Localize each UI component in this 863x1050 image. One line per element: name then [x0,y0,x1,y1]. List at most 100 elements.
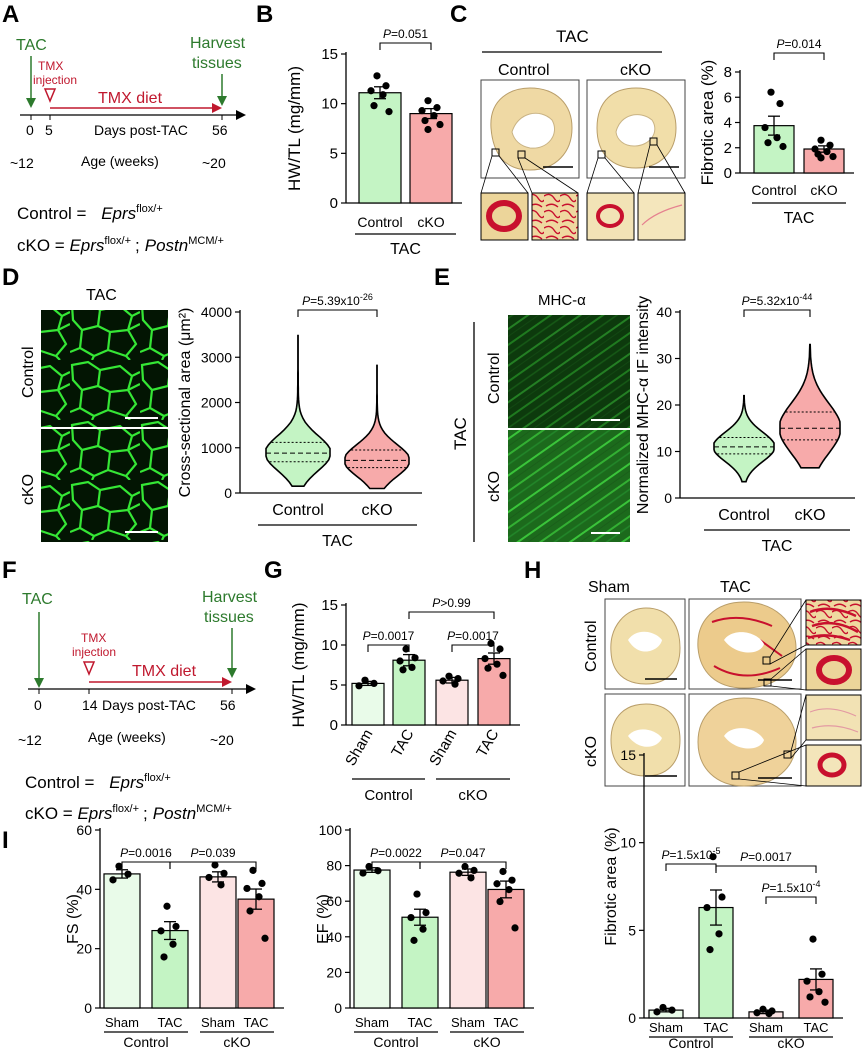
data-point [422,908,430,917]
x-tick-label: Sham [342,727,376,769]
a-tmx-marker [43,88,57,103]
p-value-label: P=5.32x10-44 [742,292,813,308]
f-cko-def: cKO = Eprsflox/+; PostnMCM/+ [25,803,232,823]
data-point [355,682,363,690]
a-tmx-inj-2: injection [33,73,77,87]
panel-c: C TAC Control cKO [450,1,686,241]
panel-a: A TAC TMX injection TMX diet Harvest tis… [2,1,246,255]
d-control-row-label: Control [20,346,37,398]
chart-i-fs: 0 20 40 60 FS (%) Sham TAC Sham TAC Control cKO P=0… [65,822,284,1050]
a-control-def: Control = Eprsflox/+ [17,203,163,223]
data-point [511,924,519,932]
h-zoom-1-fibers [807,607,859,642]
data-point [385,108,393,116]
f-days-label: Days post-TAC [102,697,196,713]
panel-g: G 0 5 10 15 HW/TL (mg/mm) Sham TAC Sham TAC Contr… [264,557,520,804]
data-point [461,862,469,871]
data-point [424,97,432,105]
significance-bracket [715,865,817,873]
y-tick-label: 20 [656,397,672,413]
violin [344,364,410,490]
data-point [217,881,225,889]
f-timeline-arrowhead [246,684,256,694]
c-zoom-4 [637,192,686,241]
y-tick-label: 8 [724,64,732,81]
h-zoom-3-fibers [809,708,859,733]
a-timeline-arrowhead [236,110,246,120]
data-point [402,645,410,653]
data-point [826,141,834,149]
x-tick-label: cKO [794,507,825,524]
y-tick-label: 5 [628,922,636,938]
data-point [258,879,266,888]
h-zoom-4 [805,744,862,787]
y-axis-label: EF (%) [315,894,332,944]
data-point [659,1003,667,1012]
panel-c-label: C [450,1,467,28]
x-tick-label: cKO [810,182,837,198]
data-point [160,953,168,961]
data-point [764,139,772,147]
data-point [765,1010,773,1018]
chart-g: 0 5 10 15 HW/TL (mg/mm) Sham TAC Sham TAC Control… [289,596,520,804]
h-zoom-2-vessel [816,655,852,685]
group-label: cKO [777,1035,804,1050]
data-point [421,116,429,125]
h-sham-cko-lumen [628,729,662,747]
chart-c: 0 2 4 6 8 Fibrotic area (%) Control cKO TAC P=0.0… [698,37,854,227]
y-tick-label: 15 [321,597,338,614]
f-tac-arrowhead [34,678,44,688]
chart-i-ef: 0 20 40 60 80 100 EF (%) Sham TAC Sham TAC Control c… [315,822,534,1050]
data-point [776,99,784,108]
group-label: Control [373,1034,418,1050]
c-zoom-lines [480,144,686,194]
a-age-label: Age (weeks) [81,153,159,169]
x-tick-label: Sham [451,1015,485,1030]
bar [103,873,141,1009]
significance-bracket [169,861,257,869]
y-tick-label: 6 [724,89,732,106]
f-harvest-arrowhead [227,668,237,678]
c-roi-1 [491,148,500,157]
p-value-label: P=1.5x10-5 [661,846,720,862]
group-label: Control [123,1034,168,1050]
data-point [255,893,263,901]
panel-h: H Sham TAC Control cKO [524,557,862,1050]
p-value-label: P=0.051 [383,27,428,41]
data-point [484,664,492,672]
x-tick-label: TAC [703,1020,728,1035]
data-point [668,1006,676,1014]
y-tick-label: 40 [656,304,672,320]
data-point [829,152,837,161]
data-point [379,91,387,99]
panel-i: I 0 20 40 60 FS (%) Sham TAC Sham TAC Control cKO P… [2,822,534,1050]
chart-b: 0 5 10 15 HW/TL (mg/mm) Control cKO TAC P=0.051 [285,27,462,258]
c-control-lumen [511,112,555,149]
data-point [365,862,373,871]
data-point [493,660,501,668]
d-control-image [41,310,168,427]
p-value-label: P=0.047 [440,846,485,860]
f-harvest-1: Harvest [202,589,258,606]
data-point [505,886,513,894]
bar [435,679,469,726]
group-label: TAC [784,210,815,227]
y-axis-label: Fibrotic area (%) [698,60,717,186]
group-label: TAC [390,241,421,258]
f-tick-label-14: 14 [82,697,98,713]
x-tick-label: TAC [473,726,502,760]
x-tick-label: Control [357,214,402,230]
bar [409,112,453,204]
panel-b: B 0 5 10 15 HW/TL (mg/mm) Control cKO TAC P=0.05… [256,1,462,258]
bar [401,916,439,1009]
data-point [407,913,415,922]
data-point [767,88,775,96]
panel-d-label: D [2,264,19,291]
h-tac-control-fibrosis [711,616,783,677]
e-cko-image [508,430,630,542]
data-point [433,104,441,112]
y-tick-label: 40 [76,881,92,897]
group-label: TAC [762,538,793,555]
p-value-label: P=0.039 [190,846,235,860]
a-tac-arrowhead [26,98,36,108]
